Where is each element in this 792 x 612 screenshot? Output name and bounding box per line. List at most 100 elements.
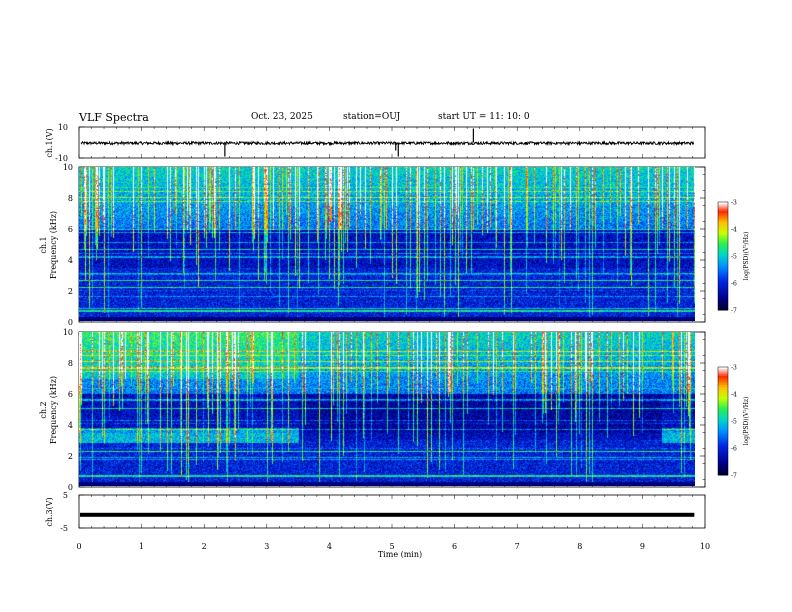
colorbar-segment <box>718 377 728 381</box>
colorbar-tick-label: -3 <box>731 365 737 372</box>
colorbar-segment <box>718 274 728 277</box>
colorbar-segment <box>718 229 728 232</box>
y-tick-label: 6 <box>68 225 73 234</box>
x-tick-label: 10 <box>700 542 710 551</box>
colorbar-segment <box>718 392 728 395</box>
y-tick-label: -10 <box>55 154 68 163</box>
colorbar-segment <box>718 248 728 252</box>
colorbar-segment <box>718 286 728 289</box>
colorbar-segment <box>718 295 728 298</box>
colorbar-segment <box>718 203 728 207</box>
colorbar-segment <box>718 207 728 210</box>
start-time-label: start UT = 11: 10: 0 <box>438 112 530 122</box>
colorbar-segment <box>718 297 728 300</box>
colorbar-segment <box>718 394 728 397</box>
colorbar-tick-label: -7 <box>731 308 737 315</box>
date-label: Oct. 23, 2025 <box>251 112 313 122</box>
colorbar-segment <box>718 227 728 230</box>
colorbar-segment <box>718 211 728 214</box>
colorbar-tick-label: -5 <box>731 254 737 261</box>
colorbar-segment <box>718 431 728 435</box>
colorbar-segment <box>718 379 728 382</box>
colorbar-segment <box>718 372 728 375</box>
y-tick-label: 0 <box>68 483 73 492</box>
y-tick-label: 0 <box>68 318 73 327</box>
colorbar-segment <box>718 243 728 246</box>
colorbar-segment <box>718 410 728 413</box>
colorbar-segment <box>718 406 728 409</box>
colorbar-segment <box>718 428 728 431</box>
colorbar-segment <box>718 395 728 399</box>
colorbar-segment <box>718 214 728 217</box>
colorbar-segment <box>718 209 728 212</box>
colorbar-segment <box>718 464 728 467</box>
colorbar-segment <box>718 399 728 402</box>
colorbar-segment <box>718 308 728 311</box>
y-tick-label: 4 <box>68 256 73 265</box>
colorbar-segment <box>718 230 728 234</box>
x-tick-label: 0 <box>76 542 81 551</box>
colorbar-segment <box>718 306 728 309</box>
colorbar-segment <box>718 424 728 427</box>
colorbar-segment <box>718 390 728 393</box>
ch2-colorbar: -3 -4 -5 -6 -7 log(PSD)(V²/Hz) <box>717 365 750 480</box>
colorbar-segment <box>718 257 728 261</box>
colorbar-segment <box>718 433 728 436</box>
station-label: station=OUJ <box>343 112 401 122</box>
x-tick-label: 5 <box>389 542 394 551</box>
ch3-waveform-ylabel: ch.3(V) <box>45 497 54 526</box>
colorbar-segment <box>718 446 728 449</box>
colorbar-segment <box>718 245 728 248</box>
colorbar-segment <box>718 473 728 476</box>
colorbar-segment <box>718 212 728 216</box>
colorbar-tick-label: -4 <box>731 392 737 399</box>
y-tick-label: 2 <box>68 287 73 296</box>
colorbar-segment <box>718 279 728 282</box>
colorbar-tick-label: -6 <box>731 446 737 453</box>
y-tick-label: -5 <box>60 524 68 533</box>
colorbar-segment <box>718 444 728 447</box>
colorbar-segment <box>718 403 728 406</box>
y-tick-label: 10 <box>63 328 73 337</box>
colorbar-label: log(PSD)(V²/Hz) <box>743 397 750 446</box>
colorbar-frame <box>717 201 729 311</box>
colorbar-segment <box>718 205 728 208</box>
colorbar-tick-label: -7 <box>731 473 737 480</box>
colorbar-segment <box>718 266 728 270</box>
x-tick-label: 6 <box>452 542 457 551</box>
colorbar-segment <box>718 401 728 404</box>
colorbar-segment <box>718 455 728 458</box>
colorbar-segment <box>718 439 728 442</box>
colorbar-segment <box>718 299 728 302</box>
colorbar-segment <box>718 412 728 415</box>
colorbar-segment <box>718 254 728 257</box>
ch2-spectrogram-ylabel-freq: Frequency (kHz) <box>49 376 58 444</box>
colorbar-segment <box>718 268 728 271</box>
colorbar-tick-label: -5 <box>731 419 737 426</box>
colorbar-segment <box>718 386 728 390</box>
y-tick-label: 4 <box>68 421 73 430</box>
colorbar-segment <box>718 370 728 373</box>
colorbar-segment <box>718 283 728 286</box>
colorbar-segment <box>718 275 728 279</box>
y-tick-label: 10 <box>58 123 68 132</box>
ch3-waveform-trace <box>80 512 695 517</box>
colorbar-segment <box>718 413 728 417</box>
x-tick-label: 1 <box>139 542 144 551</box>
ch2-spectrogram-ylabel: ch.2 <box>39 401 48 418</box>
colorbar-segment <box>718 304 728 307</box>
colorbar-segment <box>718 218 728 221</box>
colorbar-segment <box>718 290 728 293</box>
colorbar-segment <box>718 234 728 237</box>
colorbar-segment <box>718 453 728 456</box>
colorbar-tick-label: -4 <box>731 227 737 234</box>
colorbar-segment <box>718 265 728 268</box>
x-tick-label: 9 <box>640 542 645 551</box>
ch1-waveform-ylabel: ch.1(V) <box>45 128 54 157</box>
colorbar-segment <box>718 232 728 235</box>
colorbar-segment <box>718 270 728 273</box>
colorbar-segment <box>718 457 728 460</box>
colorbar-segment <box>718 292 728 295</box>
colorbar-segment <box>718 216 728 219</box>
colorbar-segment <box>718 250 728 253</box>
